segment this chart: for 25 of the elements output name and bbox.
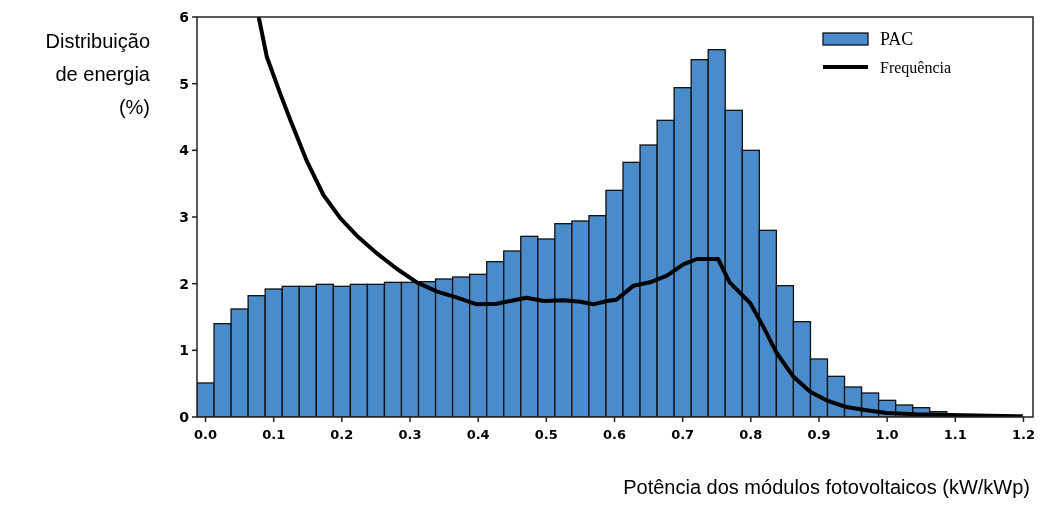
x-tick-label: 0.9 [807,427,831,442]
x-tick-label: 0.7 [671,427,695,442]
y-tick-label: 2 [179,275,189,292]
x-tick-label: 0.2 [330,427,354,442]
x-tick-label: 1.0 [875,427,899,442]
x-axis-title: Potência dos módulos fotovoltaicos (kW/kWp) [623,476,1030,498]
line-series [256,17,1025,417]
x-tick-label: 0.8 [739,427,763,442]
y-tick-label: 3 [179,209,189,225]
y-tick-label: 5 [179,75,189,92]
y-tick-label: 6 [179,9,189,25]
x-tick-label: 0.6 [602,427,626,442]
legend-label: PAC [880,29,914,49]
x-tick-label: 0.1 [262,427,286,442]
y-tick-label: 0 [179,409,190,425]
x-tick-label: 1.2 [1011,427,1035,442]
x-tick-label: 0.0 [194,427,218,442]
legend-label: Frequência [880,59,952,77]
y-tick-label: 1 [179,342,189,359]
x-tick-label: 0.4 [466,427,490,442]
x-tick-label: 0.5 [534,427,558,442]
y-axis-title: Distribuição de energia (%) [45,30,151,118]
y-tick-label: 4 [179,142,190,159]
x-tick-label: 1.1 [943,427,967,442]
x-tick-label: 0.3 [398,427,422,442]
